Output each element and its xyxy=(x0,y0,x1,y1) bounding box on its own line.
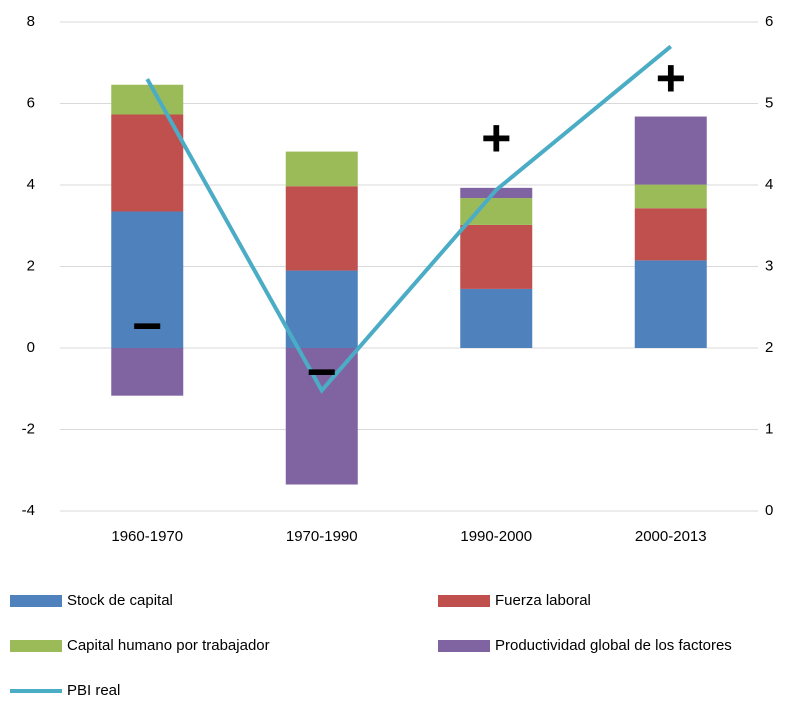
bar-segment xyxy=(634,184,707,209)
legend-label: PBI real xyxy=(67,682,120,699)
x-tick-label: 2000-2013 xyxy=(635,528,707,545)
bar-segment xyxy=(285,151,358,187)
annotation: + xyxy=(656,50,686,108)
y2-tick-label: 0 xyxy=(765,502,773,519)
bar-segment xyxy=(111,348,184,396)
annotation: − xyxy=(307,344,337,402)
legend-swatch xyxy=(10,595,62,607)
y-tick-label: 4 xyxy=(27,176,35,193)
bar-segment xyxy=(460,224,533,289)
y-tick-label: 6 xyxy=(27,94,35,111)
y2-tick-label: 4 xyxy=(765,176,773,193)
bar-segment xyxy=(111,84,184,115)
y-tick-label: 0 xyxy=(27,339,35,356)
y-tick-label: -2 xyxy=(22,420,35,437)
legend-label: Fuerza laboral xyxy=(495,592,591,609)
y2-tick-label: 2 xyxy=(765,339,773,356)
y2-tick-label: 3 xyxy=(765,257,773,274)
legend-swatch xyxy=(438,640,490,652)
bar-segment xyxy=(285,348,358,485)
annotation: + xyxy=(481,110,511,168)
y-tick-label: 2 xyxy=(27,257,35,274)
bar-segment xyxy=(634,116,707,185)
legend-label: Productividad global de los factores xyxy=(495,637,732,654)
bar-segment xyxy=(634,260,707,348)
y-tick-label: -4 xyxy=(22,502,35,519)
x-tick-label: 1970-1990 xyxy=(286,528,358,545)
legend-swatch xyxy=(438,595,490,607)
legend-label: Stock de capital xyxy=(67,592,173,609)
bar-segment xyxy=(111,211,184,348)
y-tick-label: 8 xyxy=(27,13,35,30)
y2-tick-label: 5 xyxy=(765,94,773,111)
legend-label: Capital humano por trabajador xyxy=(67,637,270,654)
bar-segment xyxy=(460,288,533,348)
y2-tick-label: 6 xyxy=(765,13,773,30)
bar-segment xyxy=(634,208,707,261)
annotation: − xyxy=(132,298,162,356)
bar-segment xyxy=(111,114,184,212)
legend-swatch xyxy=(10,640,62,652)
y2-tick-label: 1 xyxy=(765,420,773,437)
bar-segment xyxy=(285,270,358,348)
bar-segment xyxy=(460,187,533,199)
line-series xyxy=(145,44,673,394)
x-tick-label: 1990-2000 xyxy=(460,528,532,545)
bar-segment xyxy=(285,186,358,271)
x-tick-label: 1960-1970 xyxy=(111,528,183,545)
